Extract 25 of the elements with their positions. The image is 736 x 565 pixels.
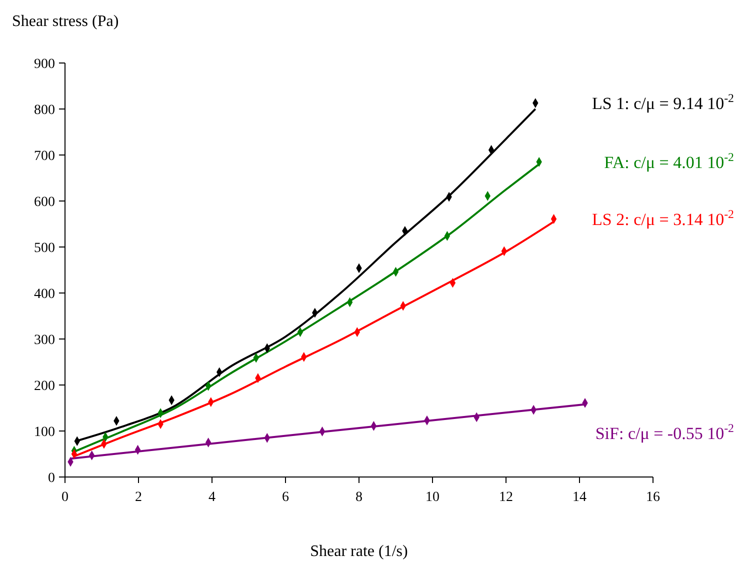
y-tick-label: 300 [34, 333, 55, 348]
x-tick-label: 4 [208, 490, 216, 505]
x-tick-label: 8 [356, 490, 362, 505]
x-tick-label: 16 [646, 490, 660, 505]
text: FA: c/μ = 4.01 10$^{-2}$ [604, 150, 734, 172]
y-tick-label: 900 [34, 57, 55, 72]
x-tick-label: 2 [135, 490, 142, 505]
text: LS 2: c/μ = 3.14 10$^{-2}$ [592, 206, 734, 229]
y-tick-label: 500 [34, 241, 55, 256]
x-tick-label: 6 [282, 490, 289, 505]
y-axis-title: Shear stress (Pa) [12, 13, 119, 30]
x-tick-label: 0 [62, 490, 68, 505]
x-tick-label: 12 [499, 490, 513, 505]
y-tick-label: 600 [34, 195, 55, 210]
text: LS 1: c/μ = 9.14 10$^{-2}$ [592, 91, 734, 114]
y-tick-label: 0 [48, 471, 55, 486]
x-axis-title: Shear rate (1/s) [310, 543, 408, 560]
y-tick-label: 700 [34, 149, 55, 164]
x-tick-label: 10 [426, 490, 440, 505]
y-tick-label: 800 [34, 103, 55, 118]
series-label: SiF: c/μ = -0.55 10$^{-2}$ [595, 420, 734, 443]
y-tick-label: 200 [34, 379, 55, 394]
x-tick-label: 14 [572, 490, 586, 505]
y-tick-label: 100 [34, 425, 55, 440]
y-tick-label: 400 [34, 287, 55, 302]
